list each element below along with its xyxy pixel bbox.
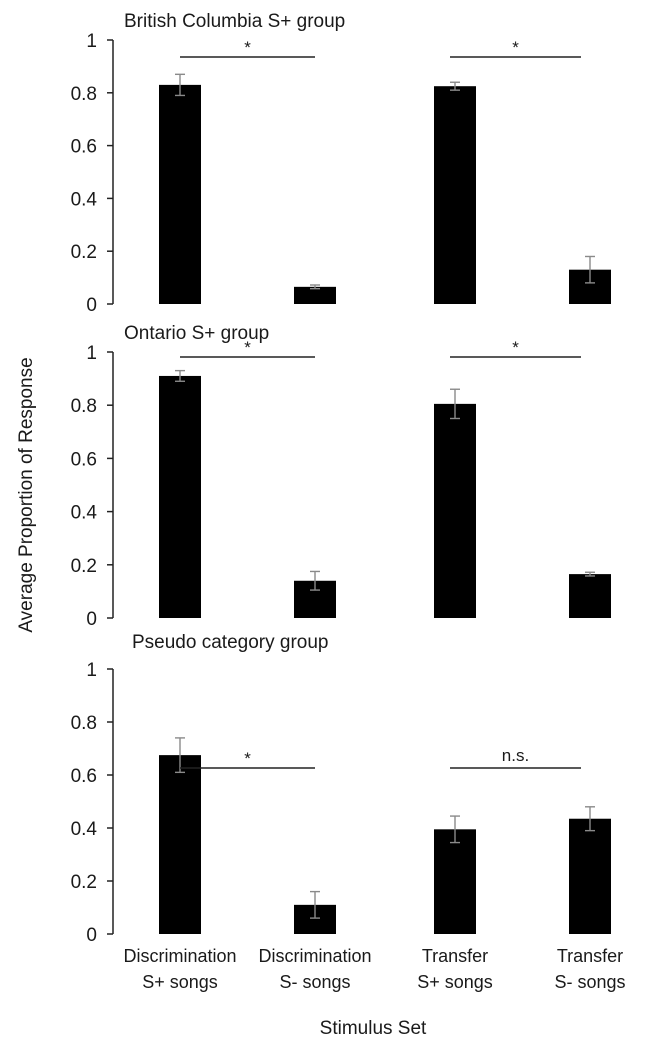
bar [159,375,201,618]
significance-label: * [512,38,519,57]
bar [159,755,201,934]
x-tick-labels: Discrimination S+ songs Discrimination S- s… [123,946,625,992]
y-tick-label: 0.6 [71,766,97,787]
y-axis-title: Average Proportion of Response [16,357,37,632]
x-tick-label-line2: S- songs [554,972,625,992]
y-tick-label: 0.2 [71,872,97,893]
y-tick-label: 0.6 [71,449,97,470]
bar [159,84,201,304]
y-tick-label: 0 [86,925,97,946]
y-tick-label: 0.2 [71,242,97,263]
y-tick-label: 0.8 [71,84,97,105]
x-tick-label-line1: Transfer [557,946,623,966]
x-tick-label-line1: Transfer [422,946,488,966]
x-tick-label-line2: S+ songs [417,972,493,992]
significance-label: * [244,749,251,768]
y-tick-label: 1 [86,343,97,364]
x-tick-label-line1: Discrimination [258,946,371,966]
x-tick-label-line2: S- songs [279,972,350,992]
significance-label: * [244,38,251,57]
y-tick-label: 0.8 [71,396,97,417]
bar [434,86,476,304]
y-tick-label: 1 [86,31,97,52]
y-tick-label: 0 [86,295,97,316]
x-axis-title: Stimulus Set [320,1018,427,1039]
significance-label: * [244,338,251,357]
y-tick-label: 0.8 [71,713,97,734]
y-tick-label: 0 [86,609,97,630]
significance-label: * [512,338,519,357]
panel-1: 0 0.2 0.4 0.6 0.8 1 British Columbia S+ group *… [71,11,611,316]
bar [434,403,476,618]
y-tick-label: 0.2 [71,556,97,577]
panel-3: 0 0.2 0.4 0.6 0.8 1 Pseudo category group * n.s. [71,632,611,946]
significance-label: n.s. [502,746,529,765]
y-tick-label: 0.4 [71,189,98,210]
panel-title: British Columbia S+ group [124,11,345,32]
y-tick-label: 0.4 [71,819,98,840]
panel-title: Ontario S+ group [124,323,269,344]
x-tick-label-line2: S+ songs [142,972,218,992]
bar [294,286,336,304]
y-tick-label: 0.4 [71,503,98,524]
y-tick-label: 1 [86,660,97,681]
y-tick-label: 0.6 [71,137,97,158]
chart-panels: 0 0.2 0.4 0.6 0.8 1 British Columbia S+ group *… [71,11,611,946]
bar [569,818,611,934]
x-tick-label-line1: Discrimination [123,946,236,966]
bar [434,829,476,934]
panel-title: Pseudo category group [132,632,328,653]
bar [569,574,611,618]
